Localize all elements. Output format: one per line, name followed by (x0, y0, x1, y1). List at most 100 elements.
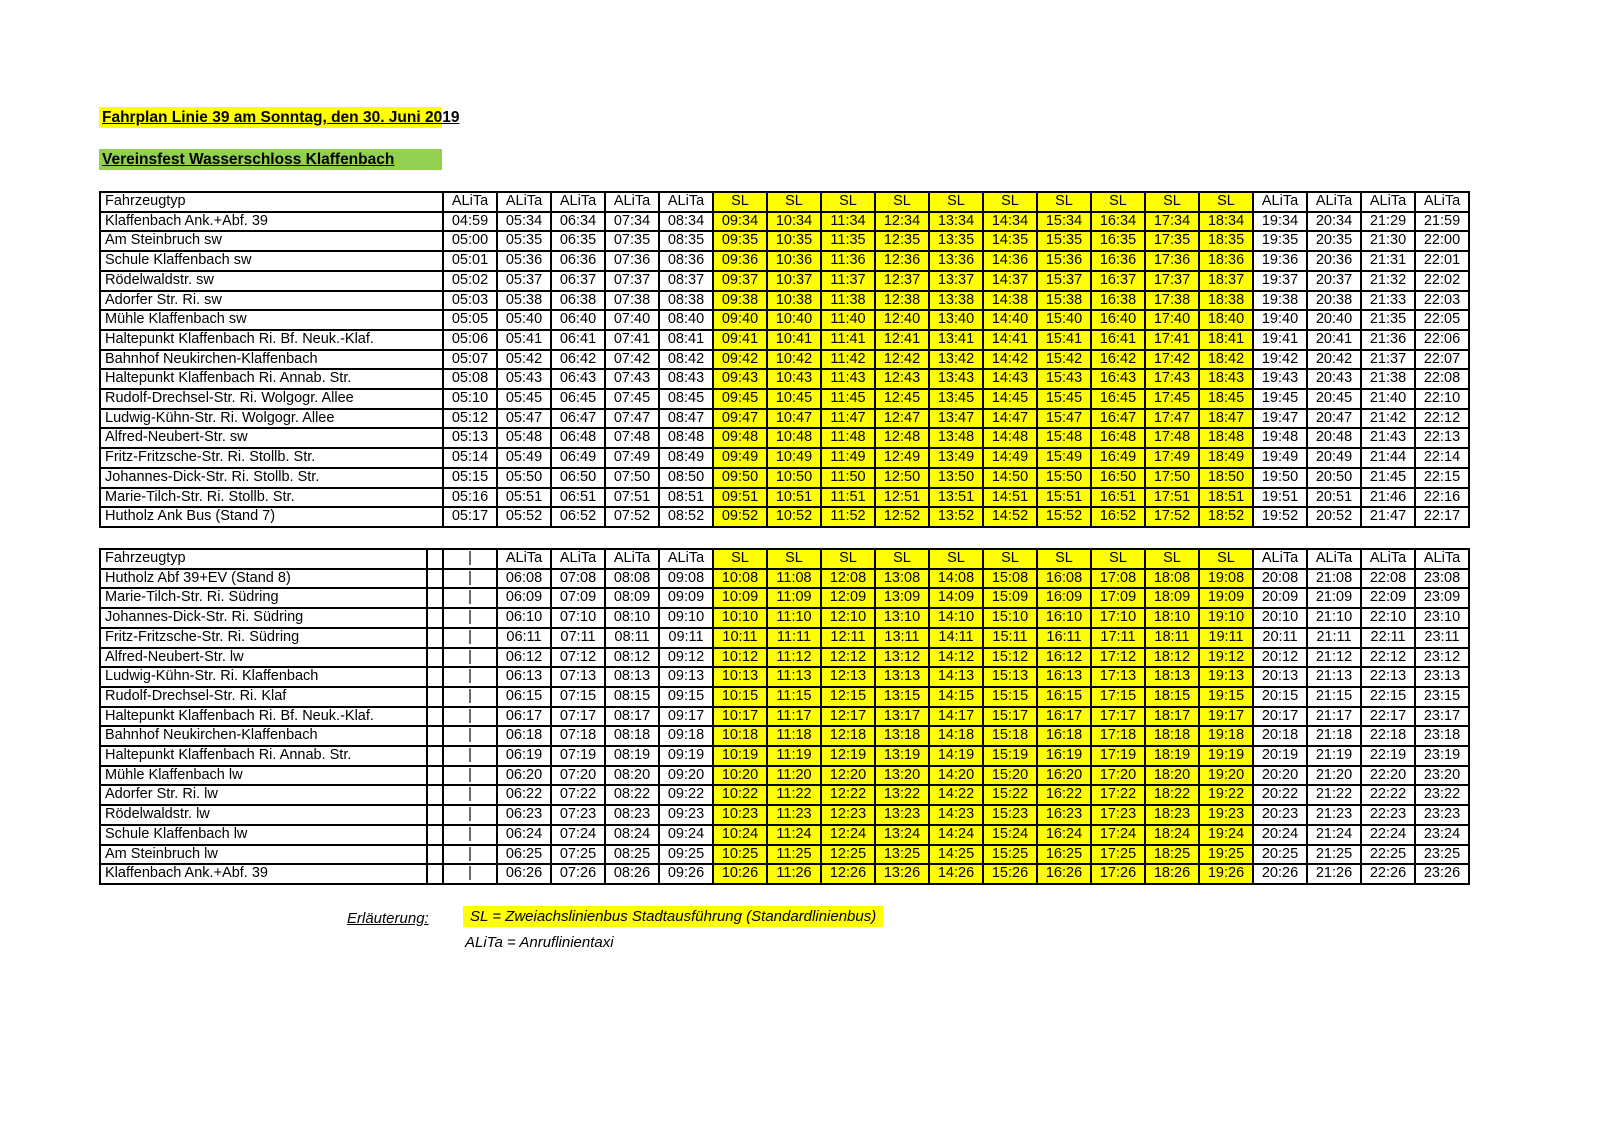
time-cell: 21:20 (1306, 764, 1362, 787)
time-cell: | (442, 607, 498, 629)
time-cell: 08:26 (604, 863, 660, 885)
time-cell: 12:35 (874, 230, 930, 253)
time-cell: 05:00 (442, 230, 498, 253)
table-row: Rödelwaldstr. lw | 06:23 07:23 08:23 09:23 10:… (99, 804, 1470, 826)
time-cell: 09:12 (658, 646, 714, 669)
time-cell: 18:50 (1198, 466, 1254, 489)
time-cell: 05:41 (496, 328, 552, 351)
column-type-header: SL (712, 191, 768, 213)
time-cell: 16:38 (1090, 289, 1146, 312)
time-cell: 16:37 (1090, 269, 1146, 292)
time-cell: 20:41 (1306, 328, 1362, 351)
time-cell: 18:41 (1198, 328, 1254, 351)
column-type-header: SL (982, 548, 1038, 570)
time-cell: 11:42 (820, 348, 876, 371)
time-cell: 22:09 (1360, 587, 1416, 610)
spacer-cell (426, 823, 444, 846)
time-cell: 16:08 (1036, 567, 1092, 590)
time-cell: | (442, 863, 498, 885)
timetable-outbound: Fahrzeugtyp ALiTa ALiTa ALiTa ALiTa ALiTa SL SL… (99, 191, 1470, 528)
stop-name-cell: Bahnhof Neukirchen-Klaffenbach (99, 725, 428, 748)
spacer-cell (426, 705, 444, 728)
time-cell: 20:22 (1252, 784, 1308, 807)
time-cell: 21:38 (1360, 368, 1416, 391)
time-cell: 22:25 (1360, 843, 1416, 866)
time-cell: 16:26 (1036, 863, 1092, 885)
time-cell: 16:25 (1036, 843, 1092, 866)
time-cell: 06:26 (496, 863, 552, 885)
time-cell: 06:38 (550, 289, 606, 312)
time-cell: 12:23 (820, 804, 876, 826)
time-cell: 08:42 (658, 348, 714, 371)
time-cell: 07:41 (604, 328, 660, 351)
time-cell: 11:17 (766, 705, 822, 728)
table-row: Hutholz Ank Bus (Stand 7) 05:17 05:52 06:52… (99, 506, 1470, 528)
time-cell: 16:13 (1036, 666, 1092, 688)
time-cell: 05:16 (442, 486, 498, 509)
column-type-header: SL (874, 548, 930, 570)
time-cell: 12:52 (874, 506, 930, 528)
time-cell: 17:10 (1090, 607, 1146, 629)
time-cell: 11:19 (766, 745, 822, 767)
time-cell: 12:13 (820, 666, 876, 688)
time-cell: 19:43 (1252, 368, 1308, 391)
stop-name-cell: Schule Klaffenbach sw (99, 250, 444, 272)
timetable-return: Fahrzeugtyp | ALiTa ALiTa ALiTa ALiTa SL SL SL SL… (99, 548, 1470, 885)
time-cell: 21:33 (1360, 289, 1416, 312)
time-cell: 05:03 (442, 289, 498, 312)
legend-label: Erläuterung: (347, 910, 429, 927)
time-cell: 19:26 (1198, 863, 1254, 885)
time-cell: 14:25 (928, 843, 984, 866)
time-cell: 12:17 (820, 705, 876, 728)
time-cell: 08:51 (658, 486, 714, 509)
time-cell: 16:09 (1036, 587, 1092, 610)
time-cell: 10:45 (766, 388, 822, 410)
spacer-cell (426, 804, 444, 826)
stop-name-cell: Rudolf-Drechsel-Str. Ri. Wolgogr. Allee (99, 388, 444, 410)
column-type-header: SL (820, 548, 876, 570)
table-row: Haltepunkt Klaffenbach Ri. Bf. Neuk.-Kla… (99, 705, 1470, 728)
table-row: Fritz-Fritzsche-Str. Ri. Südring | 06:11 07… (99, 626, 1470, 649)
column-type-header: SL (982, 191, 1038, 213)
column-type-header: ALiTa (658, 191, 714, 213)
time-cell: 05:51 (496, 486, 552, 509)
stop-name-cell: Bahnhof Neukirchen-Klaffenbach (99, 348, 444, 371)
time-cell: 11:22 (766, 784, 822, 807)
column-type-header: ALiTa (1414, 548, 1470, 570)
time-cell: 06:10 (496, 607, 552, 629)
table-row: Klaffenbach Ank.+Abf. 39 | 06:26 07:26 08:26… (99, 863, 1470, 885)
time-cell: 14:35 (982, 230, 1038, 253)
column-type-header: SL (1198, 548, 1254, 570)
time-cell: 12:51 (874, 486, 930, 509)
time-cell: 14:37 (982, 269, 1038, 292)
time-cell: 13:08 (874, 567, 930, 590)
time-cell: 22:07 (1414, 348, 1470, 371)
time-cell: 07:37 (604, 269, 660, 292)
table-row: Alfred-Neubert-Str. lw | 06:12 07:12 08:12 09… (99, 646, 1470, 669)
time-cell: 14:36 (982, 250, 1038, 272)
time-cell: 05:12 (442, 407, 498, 430)
time-cell: 06:25 (496, 843, 552, 866)
time-cell: 11:10 (766, 607, 822, 629)
time-cell: 22:26 (1360, 863, 1416, 885)
stop-name-cell: Mühle Klaffenbach lw (99, 764, 428, 787)
stop-name-cell: Haltepunkt Klaffenbach Ri. Bf. Neuk.-Kla… (99, 705, 428, 728)
time-cell: 09:11 (658, 626, 714, 649)
time-cell: 15:36 (1036, 250, 1092, 272)
stop-name-cell: Adorfer Str. Ri. lw (99, 784, 428, 807)
time-cell: 23:26 (1414, 863, 1470, 885)
time-cell: 14:11 (928, 626, 984, 649)
time-cell: 10:11 (712, 626, 768, 649)
time-cell: 13:45 (928, 388, 984, 410)
time-cell: 20:42 (1306, 348, 1362, 371)
time-cell: 21:08 (1306, 567, 1362, 590)
time-cell: 13:18 (874, 725, 930, 748)
time-cell: 07:47 (604, 407, 660, 430)
spacer-cell (426, 646, 444, 669)
time-cell: 19:15 (1198, 685, 1254, 708)
time-cell: 22:10 (1360, 607, 1416, 629)
time-cell: 10:47 (766, 407, 822, 430)
time-cell: 23:18 (1414, 725, 1470, 748)
time-cell: 17:09 (1090, 587, 1146, 610)
time-cell: 14:47 (982, 407, 1038, 430)
